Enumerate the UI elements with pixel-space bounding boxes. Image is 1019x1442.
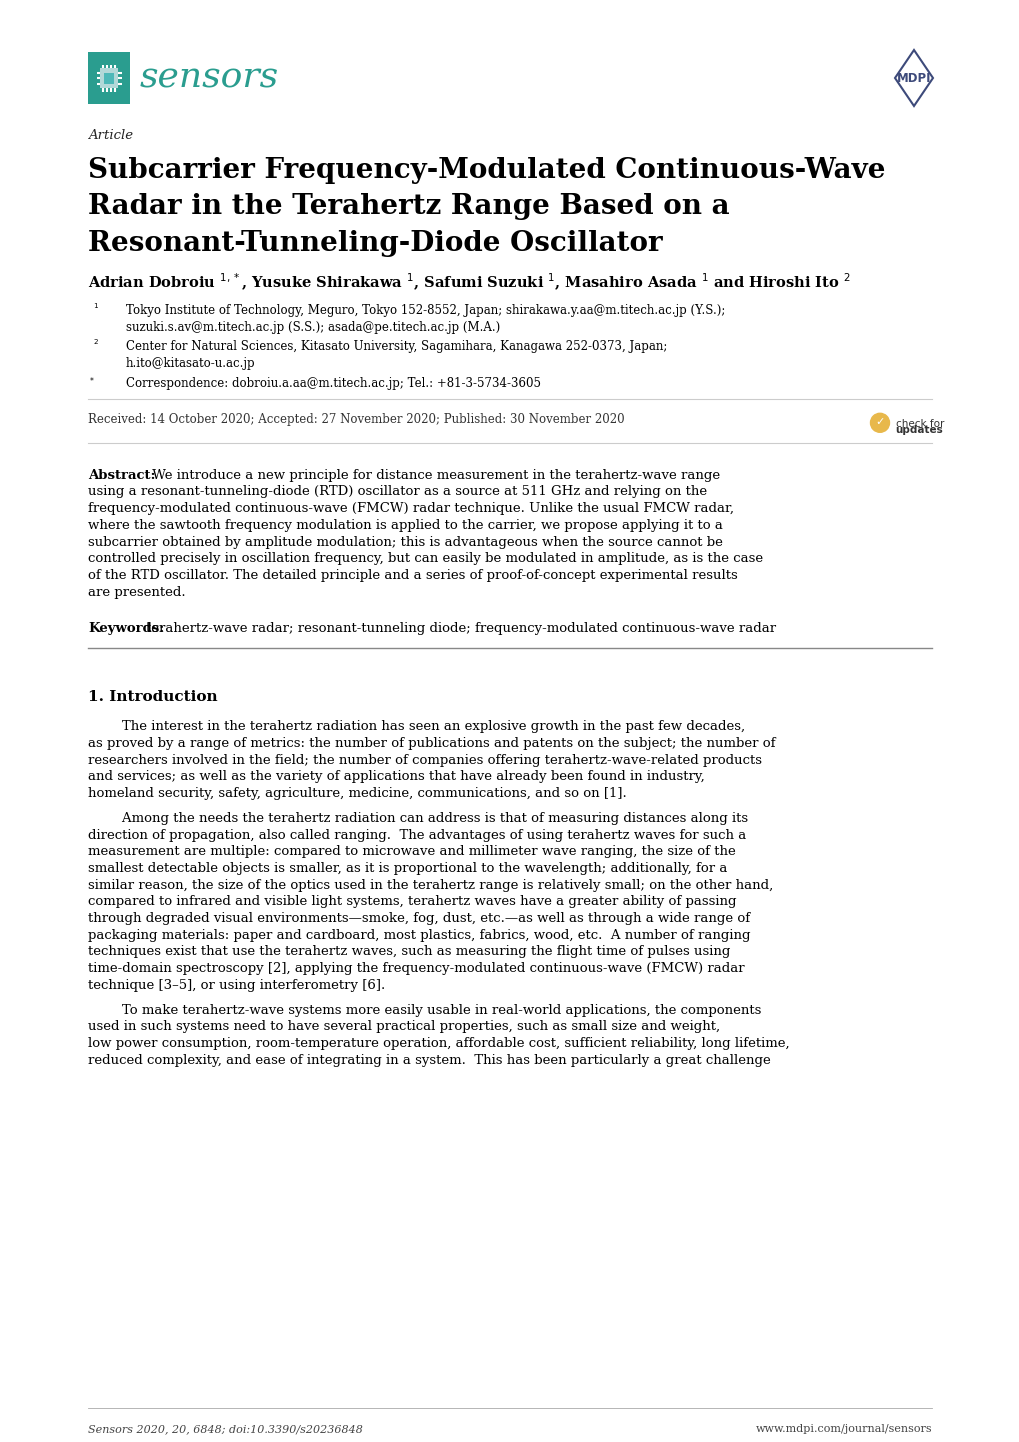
Text: similar reason, the size of the optics used in the terahertz range is relatively: similar reason, the size of the optics u… [88,878,772,891]
Text: We introduce a new principle for distance measurement in the terahertz-wave rang: We introduce a new principle for distanc… [148,469,719,482]
Text: as proved by a range of metrics: the number of publications and patents on the s: as proved by a range of metrics: the num… [88,737,774,750]
Circle shape [869,414,889,433]
Text: and services; as well as the variety of applications that have already been foun: and services; as well as the variety of … [88,770,704,783]
Text: $^{*}$: $^{*}$ [89,376,95,386]
Text: technique [3–5], or using interferometry [6].: technique [3–5], or using interferometry… [88,979,385,992]
Text: Subcarrier Frequency-Modulated Continuous-Wave: Subcarrier Frequency-Modulated Continuou… [88,157,884,185]
Text: terahertz-wave radar; resonant-tunneling diode; frequency-modulated continuous-w: terahertz-wave radar; resonant-tunneling… [147,623,775,636]
Text: www.mdpi.com/journal/sensors: www.mdpi.com/journal/sensors [755,1425,931,1433]
Text: updates: updates [895,425,943,435]
Text: Sensors 2020, 20, 6848; doi:10.3390/s20236848: Sensors 2020, 20, 6848; doi:10.3390/s202… [88,1425,363,1433]
Text: MDPI: MDPI [896,72,930,85]
Text: controlled precisely in oscillation frequency, but can easily be modulated in am: controlled precisely in oscillation freq… [88,552,762,565]
Text: Among the needs the terahertz radiation can address is that of measuring distanc: Among the needs the terahertz radiation … [88,812,747,825]
Text: measurement are multiple: compared to microwave and millimeter wave ranging, the: measurement are multiple: compared to mi… [88,845,735,858]
Text: reduced complexity, and ease of integrating in a system.  This has been particul: reduced complexity, and ease of integrat… [88,1054,770,1067]
Text: Adrian Dobroiu $^{1,*}$, Yusuke Shirakawa $^{1}$, Safumi Suzuki $^{1}$, Masahiro: Adrian Dobroiu $^{1,*}$, Yusuke Shirakaw… [88,273,850,293]
Text: where the sawtooth frequency modulation is applied to the carrier, we propose ap: where the sawtooth frequency modulation … [88,519,722,532]
Text: $^{2}$: $^{2}$ [93,340,99,349]
Text: homeland security, safety, agriculture, medicine, communications, and so on [1].: homeland security, safety, agriculture, … [88,787,626,800]
Text: Article: Article [88,128,133,141]
Text: Received: 14 October 2020; Accepted: 27 November 2020; Published: 30 November 20: Received: 14 October 2020; Accepted: 27 … [88,412,624,425]
Text: sensors: sensors [140,61,279,95]
Text: Abstract:: Abstract: [88,469,155,482]
Text: used in such systems need to have several practical properties, such as small si: used in such systems need to have severa… [88,1021,719,1034]
FancyBboxPatch shape [104,72,114,84]
Text: frequency-modulated continuous-wave (FMCW) radar technique. Unlike the usual FMC: frequency-modulated continuous-wave (FMC… [88,502,734,515]
Text: Center for Natural Sciences, Kitasato University, Sagamihara, Kanagawa 252-0373,: Center for Natural Sciences, Kitasato Un… [126,340,666,353]
Text: ✓: ✓ [874,417,883,427]
Text: time-domain spectroscopy [2], applying the frequency-modulated continuous-wave (: time-domain spectroscopy [2], applying t… [88,962,744,975]
Text: compared to infrared and visible light systems, terahertz waves have a greater a: compared to infrared and visible light s… [88,895,736,908]
Text: of the RTD oscillator. The detailed principle and a series of proof-of-concept e: of the RTD oscillator. The detailed prin… [88,570,737,583]
Text: through degraded visual environments—smoke, fog, dust, etc.—as well as through a: through degraded visual environments—smo… [88,913,749,926]
Text: $^{1}$: $^{1}$ [93,304,99,313]
Text: To make terahertz-wave systems more easily usable in real-world applications, th: To make terahertz-wave systems more easi… [88,1004,760,1017]
Text: Resonant-Tunneling-Diode Oscillator: Resonant-Tunneling-Diode Oscillator [88,231,662,257]
Text: using a resonant-tunneling-diode (RTD) oscillator as a source at 511 GHz and rel: using a resonant-tunneling-diode (RTD) o… [88,486,706,499]
Text: direction of propagation, also called ranging.  The advantages of using terahert: direction of propagation, also called ra… [88,829,746,842]
Text: check for: check for [895,418,943,428]
Text: Correspondence: dobroiu.a.aa@m.titech.ac.jp; Tel.: +81-3-5734-3605: Correspondence: dobroiu.a.aa@m.titech.ac… [126,376,540,389]
Text: are presented.: are presented. [88,585,185,598]
FancyBboxPatch shape [100,68,118,88]
Text: techniques exist that use the terahertz waves, such as measuring the flight time: techniques exist that use the terahertz … [88,946,730,959]
Text: suzuki.s.av@m.titech.ac.jp (S.S.); asada@pe.titech.ac.jp (M.A.): suzuki.s.av@m.titech.ac.jp (S.S.); asada… [126,320,499,333]
Text: low power consumption, room-temperature operation, affordable cost, sufficient r: low power consumption, room-temperature … [88,1037,789,1050]
FancyBboxPatch shape [88,52,129,104]
Text: Keywords:: Keywords: [88,623,164,636]
Text: h.ito@kitasato-u.ac.jp: h.ito@kitasato-u.ac.jp [126,358,256,371]
Text: The interest in the terahertz radiation has seen an explosive growth in the past: The interest in the terahertz radiation … [88,721,745,734]
Text: 1. Introduction: 1. Introduction [88,691,217,704]
Polygon shape [894,50,932,107]
Text: subcarrier obtained by amplitude modulation; this is advantageous when the sourc: subcarrier obtained by amplitude modulat… [88,535,722,548]
Text: smallest detectable objects is smaller, as it is proportional to the wavelength;: smallest detectable objects is smaller, … [88,862,727,875]
Text: Radar in the Terahertz Range Based on a: Radar in the Terahertz Range Based on a [88,193,729,221]
Text: Tokyo Institute of Technology, Meguro, Tokyo 152-8552, Japan; shirakawa.y.aa@m.t: Tokyo Institute of Technology, Meguro, T… [126,304,725,317]
Text: researchers involved in the field; the number of companies offering terahertz-wa: researchers involved in the field; the n… [88,754,761,767]
Text: packaging materials: paper and cardboard, most plastics, fabrics, wood, etc.  A : packaging materials: paper and cardboard… [88,929,750,942]
